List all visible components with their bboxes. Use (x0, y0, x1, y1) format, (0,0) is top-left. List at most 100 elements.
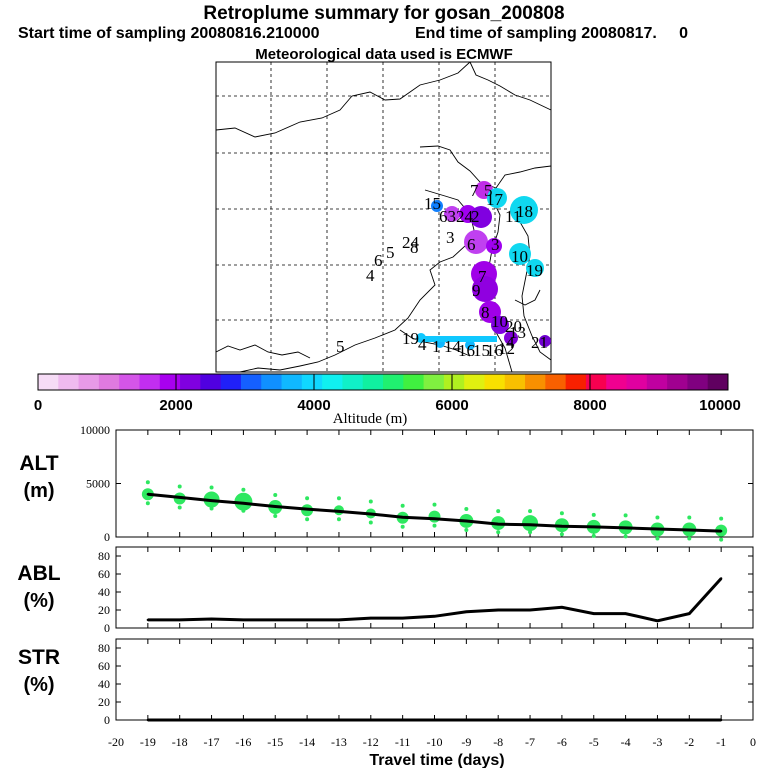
plume-marker (472, 276, 498, 302)
altitude-spread-marker (305, 517, 310, 522)
altitude-colorbar: 0 2000 4000 6000 8000 10000 Altitude (m) (34, 373, 741, 427)
map-day-label: 14 (444, 337, 462, 356)
plume-marker (509, 243, 531, 265)
colorbar-cell (403, 374, 425, 390)
plume-marker (431, 200, 443, 212)
map-day-label: 10 (491, 312, 508, 331)
x-tick-label: -15 (267, 735, 283, 749)
plume-marker (444, 206, 460, 222)
panel-abl: 0 20 40 60 80 ABL (%) (17, 546, 754, 635)
time-series-panels: 0 5000 10000 ALT (m) 0 20 40 60 80 ABL (%) 0 20 40 60 80… (17, 423, 754, 727)
altitude-spread-marker (145, 480, 150, 485)
data-point (242, 618, 245, 622)
plume-marker (526, 259, 544, 277)
map-day-label: 19 (526, 261, 543, 280)
panel-label: ABL (17, 562, 60, 585)
colorbar-cell (667, 374, 688, 390)
data-point (497, 718, 500, 722)
plume-marker (504, 331, 518, 345)
altitude-spread-marker (496, 509, 501, 514)
meteorological-data-note: Meteorological data used is ECMWF (255, 46, 513, 63)
data-point (401, 616, 404, 620)
colorbar-cell (484, 374, 506, 390)
colorbar-cell (200, 374, 222, 390)
data-point (146, 618, 150, 622)
y-tick-label: 20 (98, 695, 110, 709)
page-title: Retroplume summary for gosan_200808 (203, 3, 565, 24)
colorbar-cell (180, 374, 201, 390)
colorbar-cell (383, 374, 404, 390)
colorbar-cell (38, 374, 59, 390)
colorbar-cell (220, 374, 242, 390)
data-point (146, 718, 150, 722)
x-axis-label: Travel time (days) (369, 752, 504, 768)
y-tick-label: 5000 (86, 477, 110, 491)
data-point (178, 496, 181, 499)
y-tick-label: 40 (98, 585, 110, 599)
plume-marker-band (417, 336, 497, 342)
y-tick-label: 40 (98, 677, 110, 691)
x-tick-label: -7 (525, 735, 535, 749)
y-tick-label: 0 (104, 713, 110, 727)
altitude-spread-marker (432, 523, 437, 528)
altitude-spread-marker (559, 532, 564, 537)
altitude-spread-marker (400, 503, 405, 508)
plume-marker (464, 230, 488, 254)
altitude-spread-marker (591, 512, 596, 517)
data-point (656, 619, 659, 622)
data-point (274, 718, 277, 722)
x-tick-label: -8 (493, 735, 503, 749)
data-point (656, 718, 659, 722)
plume-marker (486, 238, 502, 254)
altitude-spread-marker (528, 509, 533, 514)
map-day-label: 7 (478, 267, 487, 286)
data-point (560, 718, 564, 722)
colorbar-cell (139, 374, 161, 390)
plume-marker (465, 340, 475, 350)
map-day-label: 3 (446, 228, 455, 247)
altitude-spread-marker (273, 493, 278, 498)
map-day-label: 16 (458, 341, 475, 360)
data-point (592, 525, 595, 529)
map-day-label: 4 (418, 335, 427, 354)
data-point (146, 493, 150, 496)
altitude-spread-marker (719, 516, 724, 521)
altitude-spread-marker (241, 487, 246, 492)
map-day-label: 19 (402, 329, 419, 348)
map-day-label: 8 (481, 303, 490, 322)
x-tick-label: -9 (461, 735, 471, 749)
panel-alt: 0 5000 10000 ALT (m) (19, 423, 754, 544)
panel-label: STR (18, 646, 60, 669)
map-day-label: 9 (472, 281, 481, 300)
map-day-label: 6 (374, 251, 383, 270)
x-tick-label: -12 (363, 735, 379, 749)
data-point (337, 618, 341, 622)
colorbar-cell (423, 374, 445, 390)
altitude-spread-marker (432, 502, 437, 507)
data-point (433, 615, 436, 618)
colorbar-cell (606, 374, 628, 390)
map-day-label: 21 (531, 333, 548, 352)
altitude-spread-marker (687, 515, 692, 520)
y-tick-label: 80 (98, 641, 110, 655)
data-point (305, 618, 309, 622)
data-point (528, 523, 532, 526)
y-tick-label: 60 (98, 567, 110, 581)
x-tick-label: -2 (684, 735, 694, 749)
x-tick-label: -1 (716, 735, 726, 749)
altitude-spread-marker (464, 506, 469, 511)
data-point (305, 718, 309, 722)
data-point (242, 718, 245, 722)
plume-marker (539, 335, 551, 347)
colorbar-cell (707, 374, 729, 390)
data-point (719, 577, 723, 580)
data-point (465, 718, 468, 722)
data-point (369, 512, 372, 516)
colorbar-cell (281, 374, 303, 390)
map-day-label: 8 (410, 238, 419, 257)
altitude-spread-marker (591, 533, 596, 538)
data-point (592, 718, 595, 722)
y-tick-label: 0 (104, 621, 110, 635)
